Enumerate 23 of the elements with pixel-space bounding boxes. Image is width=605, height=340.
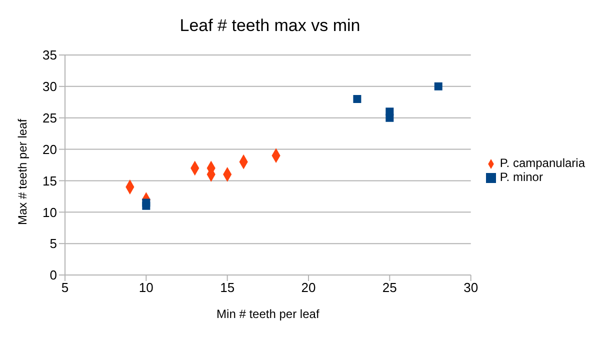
- legend-label: P. campanularia: [500, 156, 585, 170]
- y-tick-label: 35: [42, 48, 57, 63]
- x-tick-label: 10: [138, 280, 154, 296]
- y-tick-label: 0: [50, 268, 57, 283]
- y-tick-label: 30: [42, 79, 57, 94]
- y-tick-label: 15: [42, 173, 57, 188]
- x-tick-label: 30: [464, 280, 478, 296]
- legend-label: P. minor: [500, 170, 543, 184]
- y-tick-label: 10: [42, 204, 57, 220]
- point: [434, 82, 442, 90]
- x-axis-title: Min # teeth per leaf: [216, 307, 320, 321]
- chart-title: Leaf # teeth max vs min: [178, 16, 362, 36]
- x-tick-label: 20: [301, 280, 316, 296]
- point: [353, 95, 362, 103]
- y-tick-label: 5: [50, 236, 57, 252]
- point: [386, 114, 394, 122]
- x-tick-label: 15: [220, 280, 235, 296]
- y-axis-title: Max # teeth per leaf: [15, 118, 30, 225]
- y-tick-label: 20: [42, 142, 57, 157]
- point: [142, 198, 150, 207]
- x-tick-label: 5: [61, 280, 69, 296]
- x-tick-label: 25: [382, 280, 397, 296]
- y-tick-label: 25: [42, 110, 57, 126]
